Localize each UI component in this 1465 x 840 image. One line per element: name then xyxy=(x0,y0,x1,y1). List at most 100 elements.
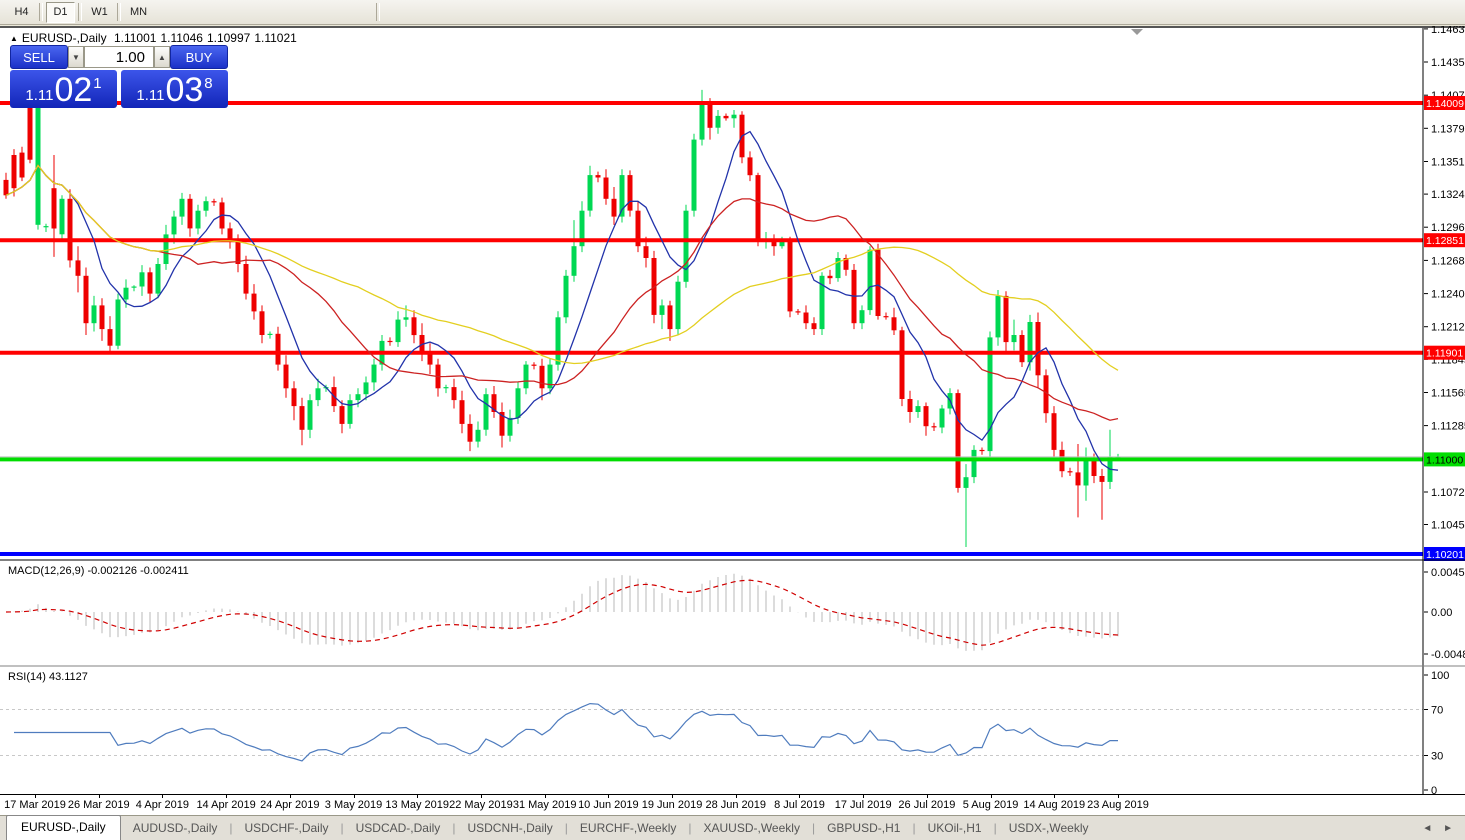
tab-ukoil-h1[interactable]: UKOil-,H1 xyxy=(927,821,982,835)
buy-price-small: 1.11 xyxy=(136,87,165,104)
candle-body xyxy=(1091,460,1097,476)
date-axis-tick xyxy=(672,795,674,798)
rsi-line xyxy=(14,702,1118,762)
candle-body xyxy=(75,260,81,276)
candle-body xyxy=(899,330,905,399)
candle-body xyxy=(627,175,633,211)
candle-body xyxy=(251,293,257,312)
candle-body xyxy=(67,198,73,261)
candle-body xyxy=(131,286,137,288)
price-tick-label: 1.13795 xyxy=(1431,123,1465,135)
sell-price-sup: 1 xyxy=(93,75,102,92)
candle-body xyxy=(579,210,585,247)
candle-body xyxy=(179,198,185,217)
rsi-tick-label: 100 xyxy=(1431,670,1449,682)
tab-eurchf-weekly[interactable]: EURCHF-,Weekly xyxy=(579,821,677,835)
price-tick-label: 1.11565 xyxy=(1431,388,1465,400)
chart-shift-marker-icon[interactable] xyxy=(1131,29,1143,35)
candle-body xyxy=(595,175,601,178)
candle-body xyxy=(515,388,521,418)
tab-usdchf-daily[interactable]: USDCHF-,Daily xyxy=(244,821,329,835)
tab-divider: | xyxy=(912,821,916,835)
candle-body xyxy=(1043,375,1049,414)
tab-divider: | xyxy=(688,821,692,835)
candle-body xyxy=(995,295,1001,338)
sell-button[interactable]: SELL xyxy=(10,45,68,69)
buy-button[interactable]: BUY xyxy=(170,45,228,69)
tab-xauusd-weekly[interactable]: XAUUSD-,Weekly xyxy=(703,821,800,835)
date-axis-tick xyxy=(608,795,610,798)
candle-body xyxy=(651,258,657,315)
candle-body xyxy=(715,115,721,128)
price-badge xyxy=(1424,345,1465,360)
tab-usdcnh-daily[interactable]: USDCNH-,Daily xyxy=(467,821,553,835)
timeframe-button-w1[interactable]: W1 xyxy=(91,6,108,18)
candle-body xyxy=(283,364,289,389)
candle-body xyxy=(155,264,161,294)
buy-price-button[interactable]: 1.11 03 8 xyxy=(121,70,228,108)
sell-price-small: 1.11 xyxy=(25,87,54,104)
price-tick-label: 1.13240 xyxy=(1431,189,1465,201)
candle-body xyxy=(307,400,313,430)
volume-input[interactable] xyxy=(84,46,154,68)
buy-price-big: 03 xyxy=(165,71,204,110)
rsi-tick-label: 0 xyxy=(1431,785,1437,794)
candle-body xyxy=(883,316,889,318)
candle-body xyxy=(291,388,297,407)
price-tick-label: 1.12120 xyxy=(1431,322,1465,334)
price-badge xyxy=(1424,233,1465,248)
candle-body xyxy=(243,264,249,294)
macd-tick-label: -0.004806 xyxy=(1431,649,1465,661)
date-label: 13 May 2019 xyxy=(385,799,450,811)
date-label: 23 Aug 2019 xyxy=(1087,799,1149,811)
candle-body xyxy=(675,281,681,330)
ohlc-close: 1.11021 xyxy=(254,31,297,45)
candle-body xyxy=(203,201,209,211)
sell-price-button[interactable]: 1.11 02 1 xyxy=(10,70,117,108)
candle-body xyxy=(1075,472,1081,486)
date-label: 22 May 2019 xyxy=(449,799,513,811)
tab-audusd-daily[interactable]: AUDUSD-,Daily xyxy=(132,821,218,835)
candle-body xyxy=(211,201,217,203)
volume-increase-icon[interactable]: ▲ xyxy=(154,46,170,68)
moving-average-line xyxy=(5,130,1119,471)
candle-body xyxy=(299,406,305,430)
candle-body xyxy=(403,317,409,320)
price-badge-label: 1.11000 xyxy=(1426,454,1463,466)
chart-tab-bar: EURUSD-,Daily AUDUSD-,Daily | USDCHF-,Daily… xyxy=(0,815,1465,840)
candle-body xyxy=(235,240,241,264)
candle-body xyxy=(387,340,393,343)
timeframe-button-mn[interactable]: MN xyxy=(129,6,148,18)
tab-gbpusd-h1[interactable]: GBPUSD-,H1 xyxy=(827,821,901,835)
main-chart-pane[interactable]: 1.146351.143551.140751.137951.135151.132… xyxy=(0,26,1465,561)
candle-body xyxy=(667,305,673,330)
candle-body xyxy=(539,365,545,389)
candle-body xyxy=(827,275,833,279)
candle-body xyxy=(531,364,537,366)
tab-usdx-weekly[interactable]: USDX-,Weekly xyxy=(1008,821,1089,835)
date-axis[interactable]: 17 Mar 2019 26 Mar 2019 4 Apr 2019 14 Apr 2… xyxy=(0,794,1465,816)
tab-eurusd-daily[interactable]: EURUSD-,Daily xyxy=(6,815,121,840)
volume-decrease-icon[interactable]: ▼ xyxy=(68,46,84,68)
candle-body xyxy=(187,198,193,229)
price-badge xyxy=(1424,547,1465,561)
timeframe-toolbar: H4 D1 W1 MN xyxy=(0,0,1465,25)
candle-body xyxy=(555,317,561,365)
candle-body xyxy=(1035,322,1041,376)
date-label: 8 Jul 2019 xyxy=(774,799,825,811)
candle-body xyxy=(467,423,473,442)
toolbar-separator xyxy=(376,3,380,21)
tab-usdcad-daily[interactable]: USDCAD-,Daily xyxy=(355,821,441,835)
candle-body xyxy=(147,272,153,294)
price-tick-label: 1.13515 xyxy=(1431,157,1465,169)
rsi-indicator-pane: RSI(14) 43.1127 100 70 30 0 xyxy=(0,667,1465,794)
ohlc-low: 1.10997 xyxy=(206,31,251,45)
candle-body xyxy=(51,188,57,229)
candle-body xyxy=(171,216,177,235)
rsi-background xyxy=(0,667,1465,794)
panel-collapse-icon[interactable]: ▲ xyxy=(10,34,18,43)
timeframe-button-h4[interactable]: H4 xyxy=(14,6,29,18)
candle-body xyxy=(275,333,281,365)
timeframe-button-d1[interactable]: D1 xyxy=(46,1,75,23)
tab-scroll-arrows-icon[interactable]: ◄ ► xyxy=(1422,823,1457,834)
